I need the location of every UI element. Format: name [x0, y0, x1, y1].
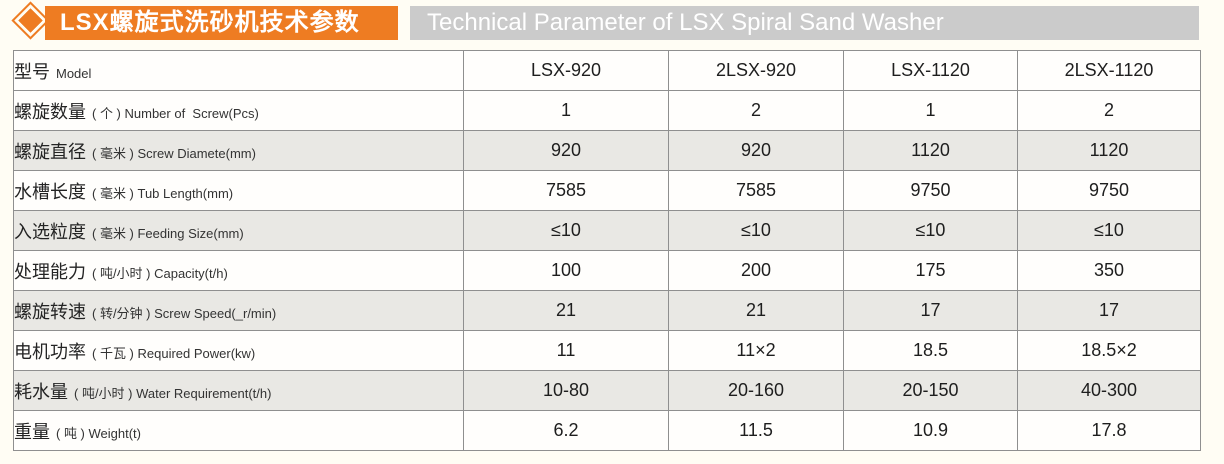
cell-value: 10-80: [463, 370, 669, 411]
row-label-sub: ( 转/分钟 ) Screw Speed(_r/min): [92, 305, 277, 321]
cell-value: 7585: [668, 170, 844, 211]
cell-value: 21: [668, 290, 844, 331]
table-row-screw-speed: 螺旋转速 ( 转/分钟 ) Screw Speed(_r/min) 21 21 1…: [13, 290, 1201, 331]
title-banner-en: Technical Parameter of LSX Spiral Sand W…: [410, 6, 1199, 40]
cell-value: 20-160: [668, 370, 844, 411]
row-label-sub: ( 个 ) Number of Screw(Pcs): [92, 105, 259, 121]
row-label-cn: 入选粒度: [14, 221, 86, 242]
cell-value: ≤10: [668, 210, 844, 251]
table-row-tub-length: 水槽长度 ( 毫米 ) Tub Length(mm) 7585 7585 9750…: [13, 170, 1201, 211]
cell-value: 200: [668, 250, 844, 291]
cell-value: 21: [463, 290, 669, 331]
cell-value: 9750: [843, 170, 1018, 211]
cell-value: ≤10: [843, 210, 1018, 251]
cell-value: 10.9: [843, 410, 1018, 451]
cell-value: ≤10: [1017, 210, 1201, 251]
cell-value: ≤10: [463, 210, 669, 251]
cell-value: 17: [843, 290, 1018, 331]
row-label-cn: 螺旋数量: [14, 101, 86, 122]
cell-value: 920: [668, 130, 844, 171]
row-label: 型号 Model: [13, 50, 464, 91]
row-label: 螺旋直径 ( 毫米 ) Screw Diamete(mm): [13, 130, 464, 171]
row-label-sub: ( 千瓦 ) Required Power(kw): [92, 345, 256, 361]
cell-value: 100: [463, 250, 669, 291]
row-label: 电机功率 ( 千瓦 ) Required Power(kw): [13, 330, 464, 371]
spec-table: 型号 Model LSX-920 2LSX-920 LSX-1120 2LSX-1…: [13, 50, 1201, 451]
row-label-cn: 螺旋转速: [14, 301, 86, 322]
table-row-model: 型号 Model LSX-920 2LSX-920 LSX-1120 2LSX-1…: [13, 50, 1201, 91]
cell-value: 175: [843, 250, 1018, 291]
cell-value: 18.5: [843, 330, 1018, 371]
cell-value: 1120: [843, 130, 1018, 171]
cell-value: 1: [463, 90, 669, 131]
cell-value: 17.8: [1017, 410, 1201, 451]
row-label: 螺旋转速 ( 转/分钟 ) Screw Speed(_r/min): [13, 290, 464, 331]
cell-value: 11: [463, 330, 669, 371]
cell-value: 350: [1017, 250, 1201, 291]
row-label-sub: ( 吨/小时 ) Water Requirement(t/h): [74, 385, 272, 401]
cell-value: LSX-920: [463, 50, 669, 91]
cell-value: 7585: [463, 170, 669, 211]
cell-value: 17: [1017, 290, 1201, 331]
cell-value: 1120: [1017, 130, 1201, 171]
row-label-sub: ( 毫米 ) Feeding Size(mm): [92, 225, 244, 241]
row-label: 入选粒度 ( 毫米 ) Feeding Size(mm): [13, 210, 464, 251]
cell-value: 6.2: [463, 410, 669, 451]
cell-value: 920: [463, 130, 669, 171]
row-label: 重量 ( 吨 ) Weight(t): [13, 410, 464, 451]
cell-value: 9750: [1017, 170, 1201, 211]
table-row-screw-diameter: 螺旋直径 ( 毫米 ) Screw Diamete(mm) 920 920 112…: [13, 130, 1201, 171]
row-label-cn: 重量: [14, 421, 50, 442]
cell-value: 40-300: [1017, 370, 1201, 411]
row-label: 水槽长度 ( 毫米 ) Tub Length(mm): [13, 170, 464, 211]
table-row-feeding-size: 入选粒度( 毫米 ) Feeding Size(mm) ≤10 ≤10 ≤10 …: [13, 210, 1201, 251]
row-label-sub: Model: [56, 65, 92, 81]
row-label-sub: ( 毫米 ) Screw Diamete(mm): [92, 145, 256, 161]
row-label-sub: ( 吨 ) Weight(t): [56, 425, 141, 441]
cell-value: 20-150: [843, 370, 1018, 411]
cell-value: 18.5×2: [1017, 330, 1201, 371]
row-label-sub: ( 毫米 ) Tub Length(mm): [92, 185, 234, 201]
cell-value: 11×2: [668, 330, 844, 371]
diamond-icon: [11, 1, 50, 40]
cell-value: 2LSX-1120: [1017, 50, 1201, 91]
table-row-capacity: 处理能力 ( 吨/小时 ) Capacity(t/h) 100 200 175 3…: [13, 250, 1201, 291]
cell-value: 1: [843, 90, 1018, 131]
cell-value: 2LSX-920: [668, 50, 844, 91]
title-banner-cn: LSX螺旋式洗砂机技术参数: [45, 6, 398, 40]
cell-value: 11.5: [668, 410, 844, 451]
cell-value: 2: [668, 90, 844, 131]
row-label-cn: 电机功率: [14, 341, 86, 362]
row-label: 螺旋数量 ( 个 ) Number of Screw(Pcs): [13, 90, 464, 131]
table-row-screw-number: 螺旋数量 ( 个 ) Number of Screw(Pcs) 1 2 1 2: [13, 90, 1201, 131]
row-label-cn: 螺旋直径: [14, 141, 86, 162]
table-row-water-requirement: 耗水量 ( 吨/小时 ) Water Requirement(t/h) 10-80…: [13, 370, 1201, 411]
row-label-cn: 处理能力: [14, 261, 86, 282]
row-label-cn: 型号: [14, 61, 50, 82]
row-label-sub: ( 吨/小时 ) Capacity(t/h): [92, 265, 228, 281]
row-label: 处理能力 ( 吨/小时 ) Capacity(t/h): [13, 250, 464, 291]
row-label-cn: 耗水量: [14, 381, 68, 402]
cell-value: 2: [1017, 90, 1201, 131]
row-label-cn: 水槽长度: [14, 181, 86, 202]
cell-value: LSX-1120: [843, 50, 1018, 91]
table-row-weight: 重量 ( 吨 ) Weight(t) 6.2 11.5 10.9 17.8: [13, 410, 1201, 451]
row-label: 耗水量 ( 吨/小时 ) Water Requirement(t/h): [13, 370, 464, 411]
table-row-required-power: 电机功率 ( 千瓦 ) Required Power(kw) 11 11×2 18…: [13, 330, 1201, 371]
